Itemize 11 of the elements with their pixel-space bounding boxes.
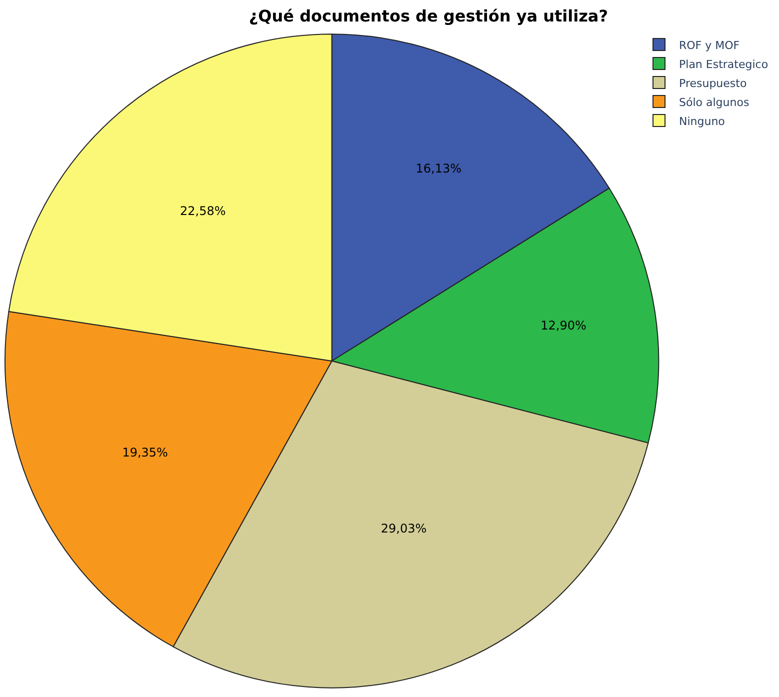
legend-label: Ninguno [679, 114, 726, 128]
data-label: 29,03% [380, 522, 427, 536]
data-label: 22,58% [180, 204, 226, 218]
data-label: 12,90% [540, 318, 586, 333]
data-label: 19,35% [122, 446, 168, 460]
data-label: 16,13% [416, 162, 462, 176]
chart-title: ¿Qué documentos de gestión ya utiliza? [248, 6, 608, 26]
legend-label: Plan Estrategico [679, 58, 768, 71]
legend-label: ROF y MOF [679, 38, 740, 52]
legend-label: Presupuesto [679, 76, 747, 90]
legend-label: Sólo algunos [679, 96, 750, 109]
